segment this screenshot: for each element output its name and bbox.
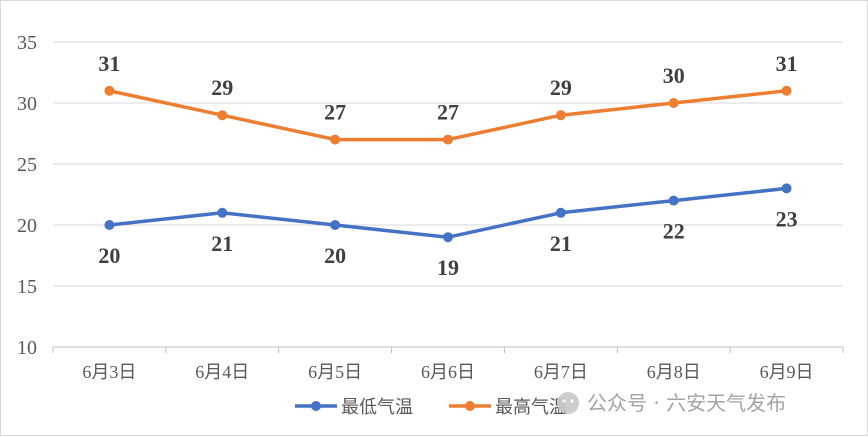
data-label: 27 xyxy=(437,100,459,125)
wechat-icon xyxy=(557,392,579,414)
data-label: 21 xyxy=(211,231,233,256)
data-point xyxy=(781,85,792,96)
legend-marker-0 xyxy=(311,401,321,411)
y-tick-label: 30 xyxy=(17,93,37,115)
x-tick-label: 6月4日 xyxy=(195,362,249,382)
data-point xyxy=(104,220,115,230)
wechat-icon-eye-right xyxy=(570,399,574,403)
data-labels: 20 21 20 19 21 22 23 31 29 27 27 29 30 31 xyxy=(98,51,797,280)
y-tick-label: 10 xyxy=(17,337,37,359)
data-label: 29 xyxy=(550,75,572,100)
data-point xyxy=(555,207,566,218)
data-point xyxy=(668,195,679,206)
y-tick-label: 25 xyxy=(17,154,37,176)
x-tick-label: 6月5日 xyxy=(308,362,362,382)
data-label: 22 xyxy=(663,219,685,244)
y-tick-label: 35 xyxy=(17,32,37,54)
data-point xyxy=(443,134,453,145)
data-point xyxy=(443,232,453,243)
data-label: 19 xyxy=(437,255,459,280)
gridlines xyxy=(53,41,843,348)
x-tick-label: 6月6日 xyxy=(421,362,475,382)
data-label: 29 xyxy=(211,75,233,100)
data-label: 31 xyxy=(98,51,120,76)
x-axis: 6月3日 6月4日 6月5日 6月6日 6月7日 6月8日 6月9日 xyxy=(52,347,844,382)
data-label: 20 xyxy=(324,243,346,268)
x-tick-label: 6月7日 xyxy=(534,362,588,382)
watermark: 公众号 · 六安天气发布 xyxy=(557,391,786,415)
legend-marker-1 xyxy=(465,401,475,411)
data-point xyxy=(330,134,341,145)
data-label: 31 xyxy=(776,51,798,76)
legend: 最低气温 最高气温 xyxy=(295,397,567,418)
data-point xyxy=(104,85,115,96)
legend-label-1: 最高气温 xyxy=(495,397,567,418)
x-tick-label: 6月9日 xyxy=(760,362,814,382)
data-label: 27 xyxy=(324,100,346,125)
legend-label-0: 最低气温 xyxy=(341,397,413,418)
data-point xyxy=(330,220,341,230)
data-label: 21 xyxy=(550,231,572,256)
x-tick-label: 6月3日 xyxy=(82,362,136,382)
data-point xyxy=(555,110,566,121)
wechat-icon-eye-left xyxy=(562,399,566,403)
data-point xyxy=(217,110,228,121)
data-point xyxy=(668,98,679,108)
y-tick-label: 20 xyxy=(17,215,37,237)
series-group xyxy=(104,85,792,243)
data-point xyxy=(781,183,792,194)
data-label: 20 xyxy=(98,243,120,268)
data-label: 30 xyxy=(663,63,685,88)
y-axis: 10 15 20 25 30 35 xyxy=(17,32,37,359)
x-tick-label: 6月8日 xyxy=(647,362,701,382)
watermark-text: 公众号 · 六安天气发布 xyxy=(587,391,786,415)
data-point xyxy=(217,207,228,218)
data-label: 23 xyxy=(776,206,798,231)
y-tick-label: 15 xyxy=(17,276,37,298)
